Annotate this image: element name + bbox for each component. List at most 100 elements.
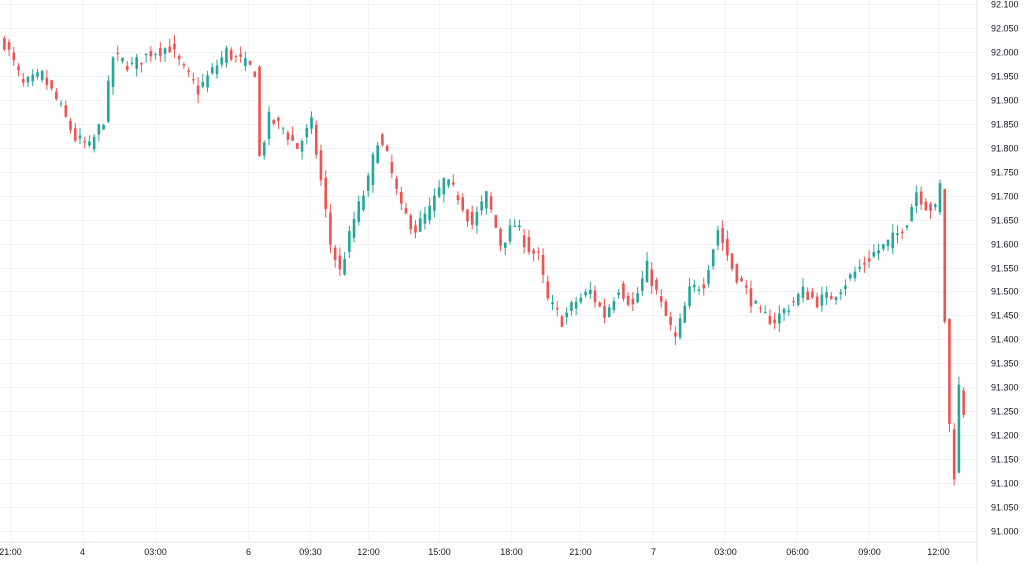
candle (305, 124, 309, 145)
candle (919, 186, 923, 210)
candle (470, 205, 474, 230)
candle (886, 239, 890, 251)
candle (173, 35, 176, 58)
candle (343, 252, 346, 276)
candle (163, 47, 167, 62)
price-axis-background (977, 0, 1024, 563)
candle (45, 69, 49, 90)
candle (371, 151, 375, 193)
x-tick-label: 12:00 (357, 547, 380, 557)
candle-body (300, 140, 304, 152)
candle-body (428, 205, 431, 221)
candle-body (456, 195, 460, 200)
candle-body (130, 62, 134, 64)
candle-body (352, 219, 356, 238)
candle (409, 213, 413, 235)
candle-body (314, 124, 318, 155)
candle (92, 134, 96, 153)
candle-body (825, 292, 828, 298)
candle (759, 305, 762, 313)
candle-body (768, 315, 772, 325)
candle (296, 143, 299, 150)
candle-body (390, 161, 394, 174)
candle-body (801, 286, 805, 298)
candle-body (891, 232, 895, 249)
candle (867, 250, 871, 268)
candle (83, 136, 86, 149)
candle (248, 60, 252, 66)
candle (159, 42, 162, 63)
candle-body (489, 196, 493, 210)
candle (7, 39, 11, 57)
y-tick-label: 91.000 (991, 527, 1019, 537)
candle-body (173, 43, 176, 50)
candle (674, 326, 677, 346)
candle-body (466, 209, 469, 222)
candle-body (272, 119, 276, 124)
candle (626, 292, 630, 307)
candle (503, 242, 507, 256)
candle-body (92, 136, 96, 150)
candle-body (943, 188, 947, 322)
candle (50, 79, 53, 91)
candle-body (21, 78, 25, 83)
candle (168, 38, 172, 53)
candle-body (952, 429, 956, 480)
candle (664, 298, 668, 317)
candle-body (612, 301, 616, 311)
candle-body (806, 291, 809, 300)
candle (730, 253, 734, 272)
candle (853, 266, 857, 282)
candle (485, 190, 488, 215)
candle (546, 275, 550, 302)
candle-body (107, 80, 110, 122)
x-tick-label: 21:00 (0, 547, 22, 557)
candle-body (102, 125, 105, 130)
y-tick-label: 91.400 (991, 335, 1019, 345)
candle (532, 248, 535, 262)
candle (447, 178, 450, 188)
candle (697, 285, 701, 295)
candle (324, 170, 327, 218)
candle (149, 46, 153, 63)
candle (258, 65, 261, 157)
candle-body (291, 135, 294, 141)
candle (726, 230, 729, 261)
candle (815, 292, 819, 309)
candle (508, 218, 512, 245)
candle (234, 55, 238, 63)
y-tick-label: 91.600 (991, 240, 1019, 250)
candle (537, 247, 540, 261)
candle-body (607, 307, 611, 317)
candle-body (154, 54, 157, 56)
candle (107, 75, 110, 123)
candle-body (919, 191, 923, 205)
candle-body (423, 213, 427, 224)
candle (801, 278, 805, 303)
candle-body (678, 318, 682, 338)
candle-body (338, 255, 342, 270)
candle (130, 56, 134, 67)
candle-body (721, 227, 724, 243)
candle-body (409, 215, 413, 230)
candle (565, 307, 568, 325)
candle (177, 53, 181, 66)
candle-body (262, 142, 266, 156)
candle (711, 248, 715, 270)
candle (404, 202, 408, 215)
candle (116, 45, 120, 62)
candle-body (201, 81, 205, 87)
candle-body (376, 145, 379, 164)
candle-body (570, 302, 573, 311)
candle-body (617, 292, 620, 295)
candle-body (513, 225, 517, 227)
candle-body (957, 384, 961, 473)
candle (229, 47, 233, 62)
candle (645, 252, 649, 283)
candle-body (45, 77, 49, 85)
candle (201, 74, 205, 89)
candle (480, 195, 483, 216)
candle-body (915, 192, 918, 207)
candle-body (69, 121, 72, 130)
candle (683, 301, 687, 323)
